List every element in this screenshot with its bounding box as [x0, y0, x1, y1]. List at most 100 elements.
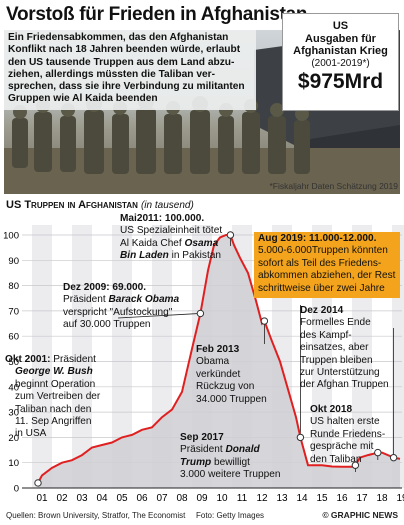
annotation-line: des Kampf- [300, 329, 352, 341]
chart-title: US Truppen in Afghanistan [6, 199, 138, 211]
x-tick-label: 15 [316, 493, 328, 504]
x-tick-label: 08 [176, 493, 188, 504]
event-marker [226, 231, 235, 239]
event-marker [351, 461, 360, 469]
annotation-name: Osama [184, 237, 219, 249]
intro-text: Ein Friedensabkommen, das den Afghanista… [4, 30, 256, 110]
y-tick-label: 80 [8, 281, 19, 292]
x-tick-label: 16 [336, 493, 348, 504]
event-marker [374, 448, 382, 457]
x-tick-label: 13 [276, 493, 288, 504]
annotation-date: Okt 2001: [5, 354, 51, 365]
event-marker [296, 433, 305, 442]
year-band [112, 225, 132, 488]
photo-credit: Foto: Getty Images [196, 511, 265, 520]
annotation-line: verkündet [196, 368, 241, 380]
callout-value: $975Mrd [297, 69, 384, 93]
annotation-line: Taliban nach den [15, 403, 92, 415]
y-tick-label: 90 [8, 256, 19, 267]
annotation-line: Präsident [63, 294, 109, 306]
x-tick-label: 04 [96, 493, 108, 504]
callout-label-2: Ausgaben für [305, 32, 376, 45]
x-tick-label: 10 [216, 493, 228, 504]
annotation-line: Formelles Ende [300, 317, 371, 329]
footnote: *Fiskaljahr Daten Schätzung 2019 [269, 181, 398, 191]
annotation-date: Mai2011: 100.000. [120, 213, 205, 224]
troops-line [37, 234, 401, 484]
annotation-line: zum Vertreiben der [15, 391, 101, 403]
x-tick-label: 14 [296, 493, 308, 504]
annotation-date: Feb 2013 [196, 344, 240, 355]
x-tick-label: 03 [76, 493, 88, 504]
spending-callout: US Ausgaben für Afghanistan Krieg (2001-… [282, 13, 399, 111]
annotation-name: Trump [180, 456, 212, 468]
x-tick-label: 11 [237, 493, 248, 504]
annotation-line: US halten erste [310, 416, 380, 428]
annotation-name: Donald [225, 444, 260, 456]
annotation-line: in USA [15, 428, 47, 440]
annotation-line: Rückzug von [196, 381, 255, 393]
x-tick-label: 05 [116, 493, 128, 504]
chart-unit: (in tausend) [140, 200, 194, 211]
annotation-date: Sep 2017 [180, 432, 224, 443]
y-axis-ticks: 0 10 20 30 40 50 60 70 80 90 100 [3, 231, 19, 495]
annotation-line: 3.000 weitere Truppen [180, 469, 281, 481]
y-tick-label: 40 [8, 382, 19, 393]
annotation-line: auf 30.000 Truppen [63, 319, 151, 331]
annotation-feb-2013: Feb 2013 Obama verkündet Rückzug von 34.… [196, 344, 267, 406]
annotation-name: Barack Obama [108, 294, 180, 306]
annotation-line: schrittweise über zwei Jahre [258, 282, 385, 294]
x-tick-label: 01 [36, 493, 48, 504]
annotation-date: Dez 2014 [300, 305, 344, 316]
page-title: Vorstoß für Frieden in Afghanistan [6, 4, 308, 25]
annotation-leader [117, 313, 201, 319]
event-markers [34, 231, 398, 487]
x-tick-label: 09 [196, 493, 208, 504]
y-tick-label: 70 [8, 306, 19, 317]
annotation-line: US Spezialeinheit tötet [120, 225, 223, 237]
annotation-may-2011: Mai2011: 100.000. US Spezialeinheit töte… [120, 213, 222, 263]
y-tick-label: 30 [8, 408, 19, 419]
annotation-date: Dez 2009: 69.000. [63, 282, 147, 293]
y-tick-label: 50 [8, 357, 19, 368]
annotation-line: gespräche mit [310, 441, 374, 453]
x-tick-label: 18 [376, 493, 388, 504]
annotation-name: Bin Laden [120, 250, 169, 262]
y-tick-label: 100 [3, 231, 19, 242]
annotation-dec-2009: Dez 2009: 69.000. Präsident Barack Obama… [63, 282, 179, 332]
event-marker [34, 479, 42, 487]
callout-label-1: US [332, 20, 349, 32]
annotation-date: Aug 2019: 11.000-12.000. [258, 233, 377, 244]
annotation-line: bewilligt [211, 456, 250, 468]
annotation-line: 5.000-6.000Truppen könnten [258, 245, 388, 257]
year-band [72, 225, 92, 488]
annotation-date: Okt 2018 [310, 404, 353, 415]
annotation-line: in Pakistan [168, 250, 221, 262]
chart-heading: US Truppen in Afghanistan (in tausend) [6, 199, 194, 211]
x-tick-label: 12 [256, 493, 268, 504]
annotation-line: 11. Sep Angriffen [15, 416, 92, 428]
y-tick-label: 20 [8, 433, 19, 444]
annotation-oct-2018: Okt 2018 US halten erste Runde Friedens-… [310, 404, 385, 466]
x-tick-label: 17 [356, 493, 368, 504]
annotation-line: Obama [196, 356, 230, 368]
annotation-line: einsatzes, aber [300, 342, 369, 354]
x-tick-label: 06 [136, 493, 148, 504]
callout-years: (2001-2019*) [311, 57, 370, 69]
annotation-line: Präsident [50, 354, 96, 365]
x-tick-label: 19 [396, 493, 404, 504]
x-tick-label: 02 [56, 493, 68, 504]
event-marker [196, 309, 205, 318]
annotation-line: abkommen abziehen, der Rest [258, 270, 396, 282]
event-marker [389, 453, 398, 462]
annotation-line: Präsident [180, 444, 226, 456]
annotation-line: verspricht "Aufstockung" [63, 306, 173, 318]
callout-label-3: Afghanistan Krieg [293, 45, 388, 57]
year-band [32, 225, 52, 488]
annotation-oct-2001: Okt 2001: Präsident George W. Bush begin… [5, 354, 100, 441]
sources: Quellen: Brown University, Stratfor, The… [6, 511, 186, 520]
annotation-line: sofort als Teil des Friedens- [258, 257, 382, 269]
annotation-line: zur Unterstützung [300, 367, 380, 379]
annotation-dec-2014: Dez 2014 Formelles Ende des Kampf- einsa… [300, 305, 389, 392]
